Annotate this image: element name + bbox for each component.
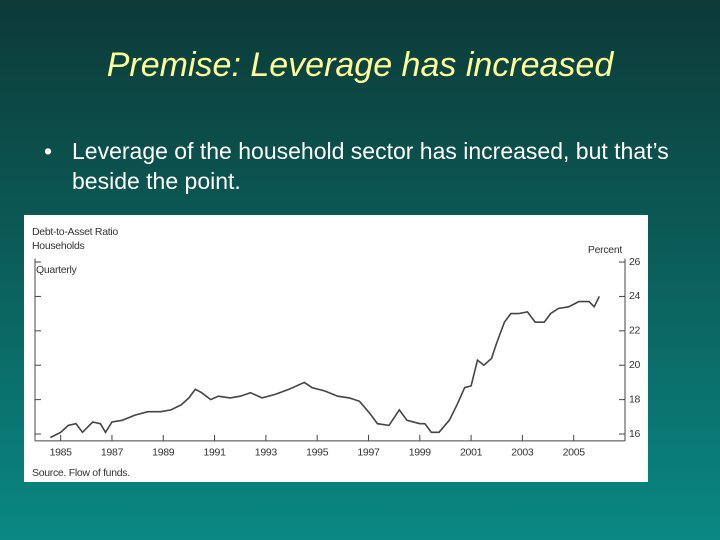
- x-tick-label: 1987: [101, 447, 124, 459]
- chart-panel: [24, 215, 648, 482]
- x-tick-label: 1999: [409, 447, 432, 459]
- chart-title: Debt-to-Asset Ratio: [32, 226, 118, 238]
- y-tick-label: 26: [629, 256, 641, 268]
- y-tick-label: 20: [629, 359, 641, 371]
- x-tick-label: 1989: [152, 447, 175, 459]
- y-tick-label: 16: [629, 428, 641, 440]
- x-tick-label: 1985: [50, 447, 73, 459]
- bullet-dot: •: [44, 138, 53, 164]
- chart-subtitle: Households: [32, 240, 85, 252]
- y-tick-label: 24: [629, 290, 641, 302]
- x-tick-label: 1997: [357, 447, 380, 459]
- x-tick-label: 2003: [511, 447, 534, 459]
- slide-title: Premise: Leverage has increased: [106, 46, 614, 84]
- x-tick-label: 2005: [563, 447, 586, 459]
- bullet: • Leverage of the household sector has in…: [44, 136, 684, 196]
- source-note: Source. Flow of funds.: [32, 467, 130, 479]
- x-tick-label: 1993: [255, 447, 278, 459]
- frequency-label: Quarterly: [36, 264, 78, 276]
- y-tick-label: 22: [629, 325, 641, 337]
- x-tick-label: 2001: [460, 447, 483, 459]
- y-tick-label: 18: [629, 393, 641, 405]
- x-tick-label: 1995: [306, 447, 329, 459]
- y-axis-label: Percent: [588, 244, 622, 256]
- x-tick-label: 1991: [203, 447, 226, 459]
- data-line: [50, 296, 601, 439]
- bullet-text: Leverage of the household sector has inc…: [72, 138, 669, 194]
